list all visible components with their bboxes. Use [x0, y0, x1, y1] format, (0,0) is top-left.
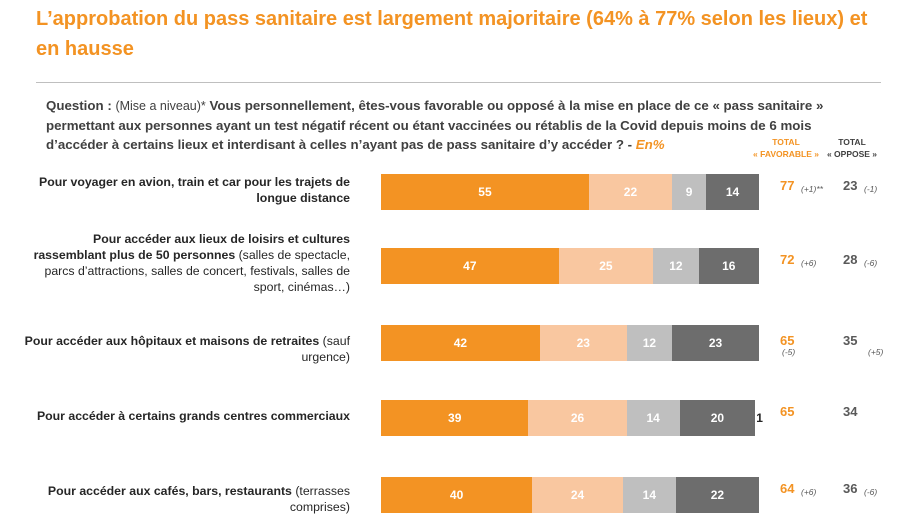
- row-label-main: Pour accéder à certains grands centres c…: [36, 409, 350, 423]
- bar-segment-plutot-oppose: 14: [622, 477, 676, 513]
- bar-segment-plutot-oppose: 9: [672, 174, 707, 210]
- bar-segment-plutot-oppose: 14: [626, 400, 680, 436]
- total-favorable-evolution: (+6): [801, 487, 817, 497]
- bar-segment-tout-a-fait-favorable: 39: [381, 400, 529, 436]
- total-favorable-value: 65: [780, 404, 795, 419]
- header-favorable-line1: TOTAL: [772, 137, 800, 147]
- header-oppose-line2: « OPPOSE »: [826, 149, 878, 159]
- question-text: Question : (Mise a niveau)* Vous personn…: [46, 96, 876, 154]
- row-label-detail: (terrasses comprises): [289, 484, 350, 514]
- total-favorable-evolution: (+1)**: [801, 184, 823, 194]
- row-label: Pour accéder à certains grands centres c…: [20, 408, 350, 424]
- total-favorable-value: 64: [780, 481, 795, 496]
- bar-segment-tout-a-fait-oppose: 20: [679, 400, 756, 436]
- total-oppose-value: 28: [843, 252, 858, 267]
- bar-segment-plutot-favorable: 22: [588, 174, 673, 210]
- row-label: Pour accéder aux lieux de loisirs et cul…: [20, 231, 350, 295]
- bar-segment-tout-a-fait-oppose: 23: [672, 325, 759, 361]
- bar-extra-value: 1: [756, 411, 763, 425]
- total-favorable-evolution: (-5): [782, 347, 796, 357]
- bar-segment-tout-a-fait-oppose: 16: [698, 248, 759, 284]
- bar-segment-plutot-favorable: 26: [528, 400, 627, 436]
- row-label-main: Pour accéder aux lieux de loisirs et cul…: [33, 232, 350, 262]
- total-favorable-value: 72: [780, 252, 795, 267]
- bar-segment-tout-a-fait-oppose: 14: [706, 174, 759, 210]
- page-title: L’approbation du pass sanitaire est larg…: [36, 8, 868, 60]
- bar-segment-plutot-oppose: 12: [626, 325, 673, 361]
- header-favorable-line2: « FAVORABLE »: [753, 149, 819, 159]
- row-label-main: Pour accéder aux hôpitaux et maisons de …: [24, 334, 320, 348]
- bar-segment-tout-a-fait-favorable: 55: [381, 174, 589, 210]
- row-label: Pour accéder aux cafés, bars, restaurant…: [20, 483, 350, 515]
- bar-segment-plutot-favorable: 25: [558, 248, 654, 284]
- question-tag: (Mise a niveau)*: [115, 99, 206, 113]
- bar-segment-plutot-oppose: 12: [653, 248, 699, 284]
- header-total-favorable: TOTAL « FAVORABLE »: [752, 136, 820, 160]
- header-total-oppose: TOTAL « OPPOSE »: [822, 136, 882, 160]
- row-label-main: Pour voyager en avion, train et car pour…: [39, 175, 350, 205]
- question-prefix: Question :: [46, 98, 112, 113]
- total-oppose-evolution: (-6): [864, 258, 878, 268]
- total-oppose-evolution: (-6): [864, 487, 878, 497]
- bar-segment-plutot-favorable: 24: [532, 477, 623, 513]
- bar-segment-plutot-favorable: 23: [539, 325, 627, 361]
- row-label-detail: (salles de spectacle, parcs d’attraction…: [44, 248, 350, 294]
- row-label: Pour accéder aux hôpitaux et maisons de …: [20, 333, 350, 365]
- title-divider: [36, 82, 881, 83]
- total-oppose-value: 23: [843, 178, 858, 193]
- bar-segment-tout-a-fait-favorable: 42: [381, 325, 540, 361]
- bar-segment-tout-a-fait-favorable: 47: [381, 248, 559, 284]
- total-oppose-value: 34: [843, 404, 858, 419]
- total-oppose-evolution: (+5): [868, 347, 884, 357]
- total-oppose-value: 36: [843, 481, 858, 496]
- bar-segment-tout-a-fait-oppose: 22: [675, 477, 759, 513]
- header-oppose-line1: TOTAL: [838, 137, 866, 147]
- total-favorable-value: 77: [780, 178, 795, 193]
- bar-segment-tout-a-fait-favorable: 40: [381, 477, 533, 513]
- row-label: Pour voyager en avion, train et car pour…: [20, 174, 350, 206]
- total-oppose-evolution: (-1): [864, 184, 878, 194]
- row-label-detail: (sauf urgence): [301, 334, 350, 364]
- question-body: Vous personnellement, êtes-vous favorabl…: [46, 98, 824, 152]
- total-favorable-value: 65: [780, 333, 795, 348]
- total-favorable-evolution: (+6): [801, 258, 817, 268]
- row-label-main: Pour accéder aux cafés, bars, restaurant…: [47, 484, 292, 498]
- question-unit: En%: [632, 137, 665, 152]
- total-oppose-value: 35: [843, 333, 858, 348]
